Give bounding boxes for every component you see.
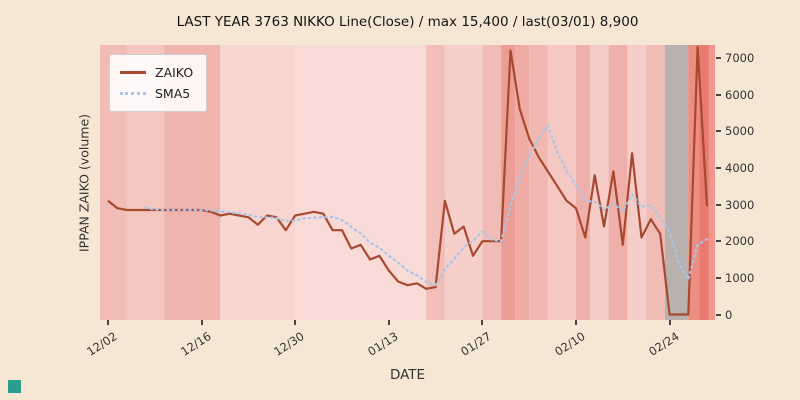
price-band <box>708 45 715 320</box>
y-tick-mark <box>716 130 721 133</box>
chart-title: LAST YEAR 3763 NIKKO Line(Close) / max 1… <box>176 14 639 30</box>
x-tick-mark <box>481 320 484 325</box>
logo-square <box>8 380 21 393</box>
y-tick-label: 2000 <box>725 234 755 249</box>
price-band <box>608 45 628 320</box>
x-tick-label: 12/30 <box>271 329 307 359</box>
x-tick-mark <box>668 320 671 325</box>
price-band <box>295 45 427 320</box>
legend: ZAIKO SMA5 <box>109 54 208 112</box>
y-tick-mark <box>716 276 721 279</box>
y-tick-mark <box>716 313 721 316</box>
price-band <box>699 45 709 320</box>
price-band <box>547 45 576 320</box>
x-tick-mark <box>200 320 203 325</box>
series-sma5-line <box>144 124 709 287</box>
y-tick-mark <box>716 56 721 59</box>
price-band <box>627 45 647 320</box>
x-tick-label: 12/16 <box>177 329 214 359</box>
price-band <box>444 45 483 320</box>
x-tick-label: 02/24 <box>645 329 682 359</box>
x-tick-mark <box>574 320 577 325</box>
y-tick-label: 1000 <box>725 270 755 285</box>
price-band <box>646 45 665 320</box>
sma5-line-swatch <box>120 92 146 95</box>
y-tick-label: 0 <box>725 307 733 322</box>
price-band <box>664 45 689 320</box>
legend-entry-sma5: SMA5 <box>120 83 193 104</box>
x-tick-label: 01/13 <box>364 329 401 359</box>
x-tick-label: 01/27 <box>458 329 494 359</box>
x-tick-mark <box>387 320 390 325</box>
price-band <box>529 45 548 320</box>
price-band <box>590 45 609 320</box>
y-tick-label: 5000 <box>725 124 755 139</box>
price-band <box>576 45 590 320</box>
plot-area: ZAIKO SMA5 <box>100 45 715 320</box>
price-band <box>501 45 516 320</box>
y-tick-mark <box>716 93 721 96</box>
x-tick-label: 02/10 <box>552 329 588 359</box>
zaiko-line-swatch <box>120 71 146 74</box>
x-tick-label: 12/02 <box>84 329 120 359</box>
y-tick-mark <box>716 166 721 169</box>
y-tick-label: 3000 <box>725 197 755 212</box>
y-tick-label: 4000 <box>725 160 755 175</box>
legend-label-zaiko: ZAIKO <box>155 65 194 80</box>
y-tick-label: 7000 <box>725 50 755 65</box>
y-axis-label: IPPAN ZAIKO (volume) <box>76 113 92 253</box>
x-tick-mark <box>294 320 297 325</box>
price-band <box>515 45 530 320</box>
y-tick-mark <box>716 240 721 243</box>
x-tick-mark <box>107 320 109 325</box>
y-tick-mark <box>716 203 721 206</box>
legend-entry-zaiko: ZAIKO <box>120 62 193 83</box>
y-tick-label: 6000 <box>725 87 755 102</box>
x-axis-label: DATE <box>389 367 426 383</box>
legend-label-sma5: SMA5 <box>155 86 191 101</box>
price-band <box>220 45 296 320</box>
price-band <box>482 45 502 320</box>
